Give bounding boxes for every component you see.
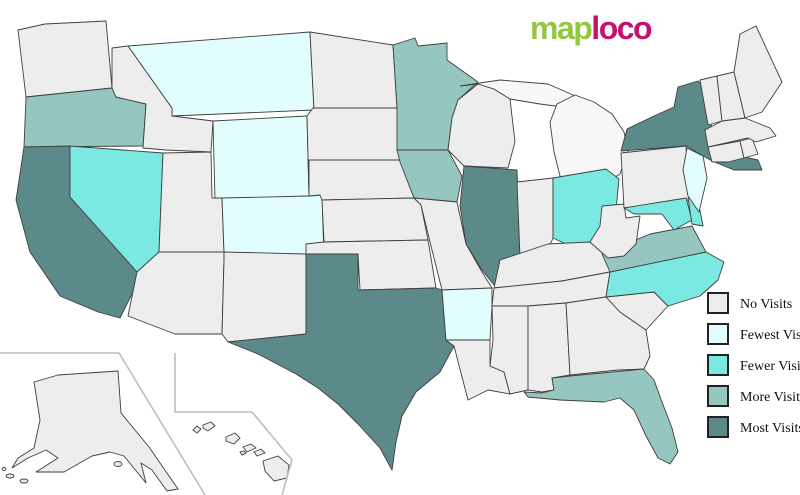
state-ct — [707, 140, 745, 163]
state-me — [733, 25, 783, 119]
legend-label-more-visits: More Visits — [740, 390, 800, 405]
hawaii-inset — [192, 421, 290, 482]
aleutian-island — [5, 473, 15, 479]
state-va — [601, 225, 707, 273]
hawaii-island — [253, 448, 266, 457]
state-ri — [739, 137, 759, 159]
state-mt — [127, 31, 315, 117]
maploco-logo-loco: loco — [591, 10, 652, 46]
state-wa — [17, 20, 113, 98]
aleutian-island — [19, 478, 29, 484]
state-nc — [605, 251, 725, 307]
hawaii-island — [192, 425, 202, 434]
legend-swatch-fewer-visits — [707, 354, 729, 376]
aleutian-island — [1, 467, 7, 471]
hawaii-inset-border — [174, 353, 293, 495]
state-nm — [221, 251, 307, 343]
state-pa — [620, 145, 690, 209]
legend-swatch-more-visits — [707, 385, 729, 407]
legend-label-fewest-visits: Fewest Visits — [740, 328, 800, 343]
state-md — [623, 197, 693, 231]
legend-swatch-fewest-visits — [707, 323, 729, 345]
hawaii-big-island — [262, 455, 290, 482]
legend-swatch-most-visits — [707, 416, 729, 438]
legend-label-fewer-visits: Fewer Visits — [740, 359, 800, 374]
state-ks — [321, 197, 429, 243]
state-fl — [523, 368, 679, 465]
state-wy — [212, 115, 310, 201]
hawaii-island — [202, 421, 216, 432]
legend-label-no-visits: No Visits — [740, 297, 792, 312]
state-mi-upper — [459, 79, 581, 109]
alaska-inset-border — [0, 352, 206, 495]
state-mi-lower — [549, 94, 629, 185]
kodiak-island — [113, 461, 123, 467]
state-ar — [441, 287, 493, 341]
state-ne — [308, 159, 415, 201]
legend: No Visits Fewest Visits Fewer Visits Mor… — [707, 292, 800, 438]
state-id — [111, 45, 214, 153]
state-mn — [392, 37, 479, 151]
legend-swatch-no-visits — [707, 292, 729, 314]
state-wv — [589, 203, 641, 259]
hawaii-island — [225, 432, 241, 445]
hawaii-island — [242, 443, 257, 453]
maploco-logo-map: map — [530, 10, 593, 46]
legend-label-most-visits: Most Visits — [740, 421, 800, 436]
maploco-logo[interactable]: maploco — [530, 10, 653, 47]
hawaii-island — [239, 450, 247, 456]
states-layer — [15, 20, 783, 471]
state-nd — [309, 31, 398, 111]
alaska-inset — [1, 370, 179, 492]
state-ak — [11, 370, 179, 492]
state-tx — [227, 253, 455, 471]
